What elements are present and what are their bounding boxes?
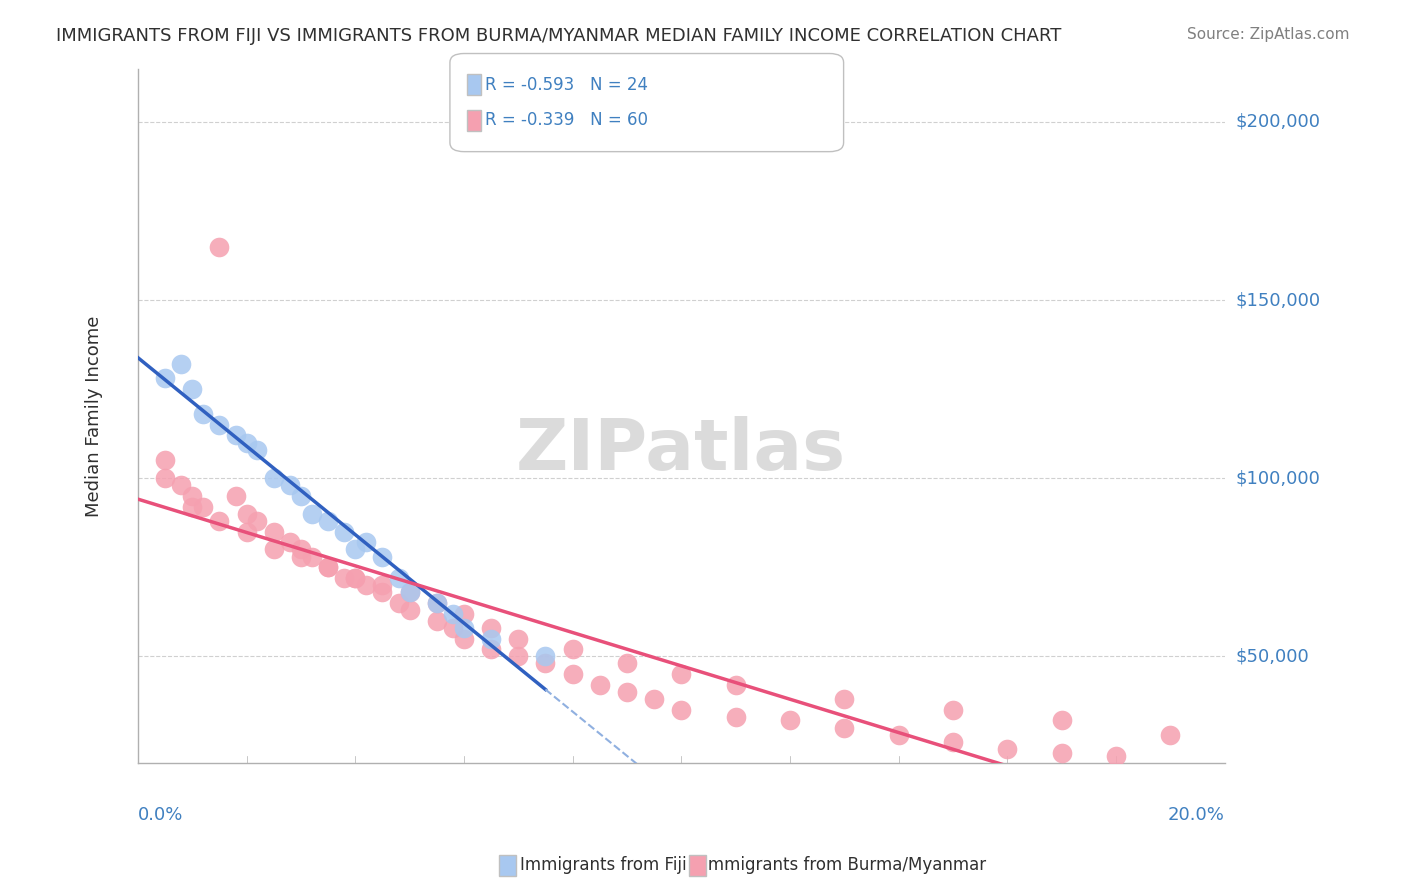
Text: $50,000: $50,000 (1236, 648, 1309, 665)
Point (441, 621, 464, 635)
Point (832, 721, 855, 735)
Point (301, 549, 323, 564)
Point (508, 632, 530, 646)
Point (290, 489, 312, 503)
Point (191, 407, 214, 421)
Point (316, 560, 339, 574)
Point (235, 507, 257, 521)
Point (398, 585, 420, 599)
Point (208, 240, 231, 254)
Point (426, 596, 449, 610)
Point (333, 524, 356, 539)
Point (191, 500, 214, 514)
Point (263, 542, 285, 557)
Text: 0.0%: 0.0% (138, 806, 183, 824)
Point (453, 621, 475, 635)
Text: $150,000: $150,000 (1236, 291, 1320, 310)
Point (388, 571, 411, 585)
Point (316, 560, 339, 574)
Point (344, 571, 367, 585)
Point (290, 549, 312, 564)
Point (170, 478, 193, 492)
Point (942, 735, 965, 749)
Point (453, 607, 475, 621)
Point (371, 578, 394, 592)
Point (887, 728, 910, 742)
Point (534, 657, 557, 671)
Point (1159, 728, 1181, 742)
Point (278, 535, 301, 549)
Point (724, 678, 747, 692)
Point (479, 621, 502, 635)
Point (371, 549, 394, 564)
Point (354, 578, 377, 592)
Point (508, 649, 530, 664)
Text: ZIPatlas: ZIPatlas (516, 416, 846, 485)
Point (1050, 746, 1073, 760)
Point (208, 514, 231, 528)
Point (246, 514, 269, 528)
Point (170, 357, 193, 371)
Point (671, 703, 693, 717)
Point (388, 596, 411, 610)
Point (181, 500, 204, 514)
Point (153, 471, 176, 485)
Point (371, 585, 394, 599)
Point (561, 642, 583, 657)
Point (479, 632, 502, 646)
Point (1105, 749, 1128, 764)
Point (225, 489, 247, 503)
Point (1050, 714, 1073, 728)
Point (333, 571, 356, 585)
Point (344, 571, 367, 585)
Point (643, 692, 665, 706)
Point (479, 642, 502, 657)
Point (995, 742, 1018, 756)
Point (616, 657, 638, 671)
Point (344, 542, 367, 557)
Point (534, 649, 557, 664)
Point (398, 585, 420, 599)
Text: R = -0.593   N = 24: R = -0.593 N = 24 (485, 76, 648, 94)
Point (181, 382, 204, 396)
Point (589, 678, 612, 692)
Point (181, 489, 204, 503)
Point (398, 603, 420, 617)
Text: 20.0%: 20.0% (1168, 806, 1225, 824)
Point (671, 667, 693, 681)
Point (453, 632, 475, 646)
Point (316, 514, 339, 528)
Text: Median Family Income: Median Family Income (86, 315, 104, 516)
Point (153, 453, 176, 467)
Point (832, 692, 855, 706)
Point (426, 596, 449, 610)
Point (724, 710, 747, 724)
Text: $200,000: $200,000 (1236, 113, 1320, 131)
Point (426, 614, 449, 628)
Text: IMMIGRANTS FROM FIJI VS IMMIGRANTS FROM BURMA/MYANMAR MEDIAN FAMILY INCOME CORRE: IMMIGRANTS FROM FIJI VS IMMIGRANTS FROM … (56, 27, 1062, 45)
Point (225, 428, 247, 442)
Text: Immigrants from Fiji: Immigrants from Fiji (520, 856, 688, 874)
Text: Immigrants from Burma/Myanmar: Immigrants from Burma/Myanmar (703, 856, 986, 874)
Text: Source: ZipAtlas.com: Source: ZipAtlas.com (1187, 27, 1350, 42)
Point (942, 703, 965, 717)
Point (235, 524, 257, 539)
Point (208, 417, 231, 432)
Point (263, 471, 285, 485)
Point (616, 685, 638, 699)
Point (354, 535, 377, 549)
Point (246, 442, 269, 457)
Text: R = -0.339   N = 60: R = -0.339 N = 60 (485, 112, 648, 129)
Point (278, 478, 301, 492)
Point (561, 667, 583, 681)
Text: $100,000: $100,000 (1236, 469, 1320, 487)
Point (290, 542, 312, 557)
Point (263, 524, 285, 539)
Point (235, 435, 257, 450)
Point (441, 607, 464, 621)
Point (779, 714, 801, 728)
Point (153, 371, 176, 385)
Point (301, 507, 323, 521)
